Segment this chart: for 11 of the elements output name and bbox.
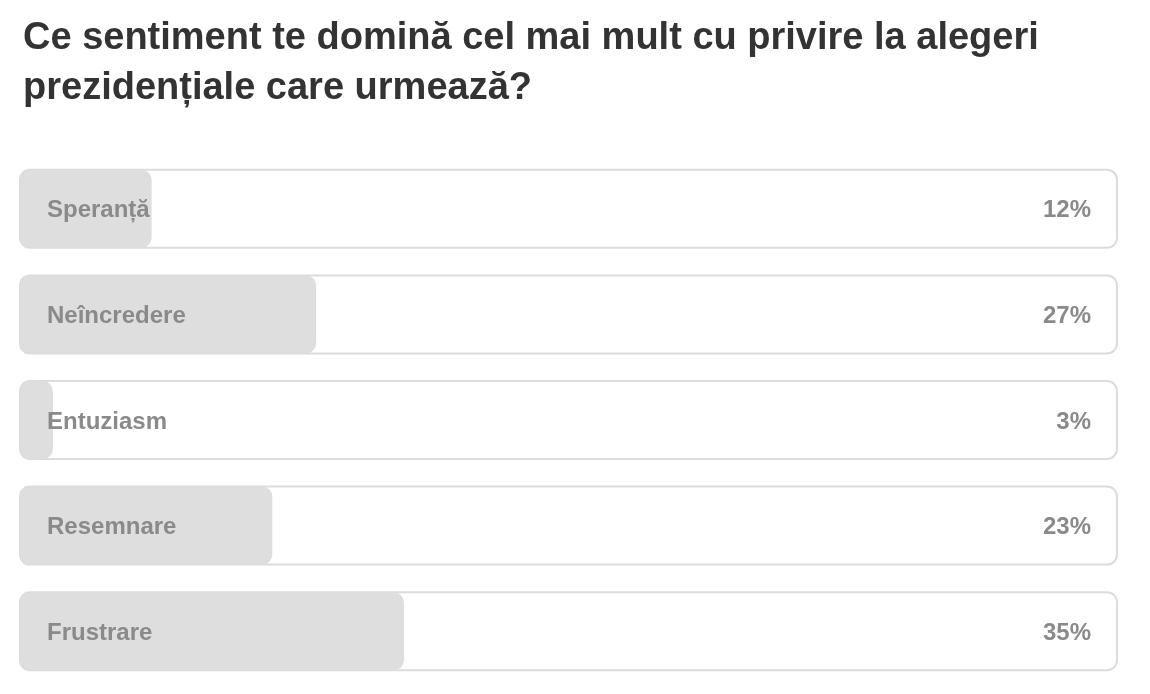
data-label: 35%	[1042, 617, 1091, 645]
y-tick-label: Neîncredere	[47, 300, 186, 328]
y-tick-label: Frustrare	[47, 617, 153, 645]
y-tick-label: Entuziasm	[47, 406, 168, 434]
data-label: 27%	[1042, 300, 1091, 328]
data-label: 12%	[1042, 195, 1091, 223]
data-label: 23%	[1042, 512, 1091, 540]
chart-title: Ce sentiment te domină cel mai mult cu privire la alegeri prezidențiale care urmează?	[23, 15, 1050, 108]
y-tick-label: Speranță	[47, 195, 151, 224]
y-tick-label: Resemnare	[47, 512, 177, 540]
data-label: 3%	[1056, 406, 1091, 434]
